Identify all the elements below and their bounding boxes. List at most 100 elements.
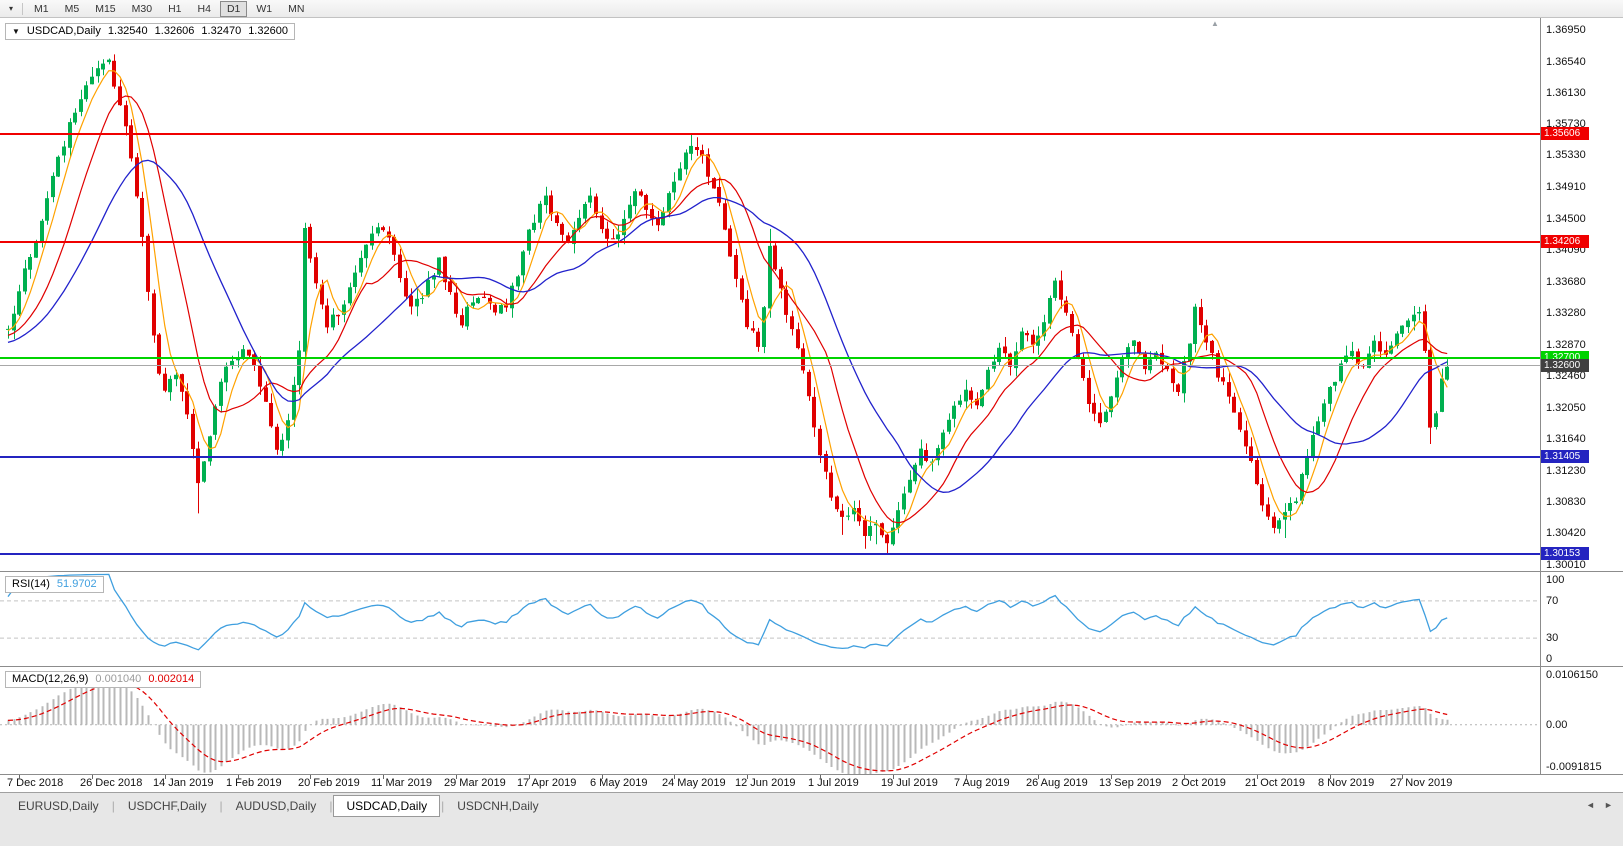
hline-support-5[interactable] <box>0 553 1540 555</box>
chart-collapse-icon[interactable]: ▼ <box>12 26 20 36</box>
ohlc-low: 1.32470 <box>201 25 242 37</box>
date-axis-label: 24 May 2019 <box>662 777 726 789</box>
date-axis-tick <box>456 775 457 779</box>
macd-scale-label: 0.0106150 <box>1546 669 1598 681</box>
hline-resistance-2[interactable] <box>0 241 1540 243</box>
date-axis-label: 8 Nov 2019 <box>1318 777 1375 789</box>
date-axis-label: 20 Feb 2019 <box>298 777 360 789</box>
timeframe-m1-button[interactable]: M1 <box>34 2 49 15</box>
date-axis-tick <box>238 775 239 779</box>
date-axis-tick <box>966 775 967 779</box>
ma-mid-line <box>7 95 1448 524</box>
symbol-title: USDCAD,Daily <box>26 25 101 37</box>
timeframe-buttons-group: M1 M5 M15 M30 H1 H4 D1 W1 MN <box>27 0 311 17</box>
price-chart-svg[interactable] <box>0 18 1540 571</box>
date-axis-tick <box>893 775 894 779</box>
rsi-value: 51.9702 <box>56 578 97 590</box>
tab-usdcnh[interactable]: USDCNH,Daily <box>457 799 539 813</box>
price-axis-label: 1.30830 <box>1546 495 1586 508</box>
macd-svg[interactable] <box>0 668 1540 774</box>
price-axis-label: 1.32460 <box>1546 370 1586 383</box>
tab-separator: | <box>111 799 115 813</box>
date-axis-label: 6 May 2019 <box>590 777 648 789</box>
rsi-name: RSI(14) <box>12 578 50 590</box>
hline-resistance-1[interactable] <box>0 133 1540 135</box>
ohlc-high: 1.32606 <box>154 25 195 37</box>
timeframe-w1-button[interactable]: W1 <box>256 2 273 15</box>
date-axis-label: 13 Sep 2019 <box>1099 777 1162 789</box>
price-axis-label: 1.32870 <box>1546 338 1586 351</box>
hline-support-4[interactable] <box>0 456 1540 458</box>
price-axis-label: 1.35330 <box>1546 148 1586 161</box>
price-axis-label: 1.30420 <box>1546 527 1586 540</box>
macd-canvas[interactable] <box>0 668 1540 774</box>
chart-title: ▼ USDCAD,Daily 1.32540 1.32606 1.32470 1… <box>5 23 295 40</box>
date-axis-tick <box>19 775 20 779</box>
main-chart-canvas[interactable] <box>0 18 1540 571</box>
toolbar-separator <box>22 2 24 15</box>
date-axis-label: 21 Oct 2019 <box>1245 777 1305 789</box>
price-tag-level: 1.30153 <box>1541 547 1589 560</box>
rsi-scale-label: 70 <box>1546 594 1559 607</box>
chart-shift-marker[interactable]: ▲ <box>1211 19 1219 28</box>
date-axis-label: 14 Jan 2019 <box>153 777 214 789</box>
rsi-scale-label: 0 <box>1546 653 1553 665</box>
timeframe-h1-button[interactable]: H1 <box>168 2 182 15</box>
rsi-canvas[interactable] <box>0 573 1540 666</box>
price-axis-label: 1.34500 <box>1546 212 1586 225</box>
tab-scroll-left-button[interactable]: ◄ <box>1586 800 1595 810</box>
tab-separator: | <box>441 799 445 813</box>
panel-splitter[interactable] <box>0 666 1623 667</box>
candles-layer <box>6 54 1449 554</box>
chart-tab-bar: EURUSD,Daily | USDCHF,Daily | AUDUSD,Daily | U… <box>0 792 1623 846</box>
price-axis-label: 1.31640 <box>1546 433 1586 446</box>
timeframe-toolbar: ▾ M1 M5 M15 M30 H1 H4 D1 W1 MN <box>0 0 1623 18</box>
current-price-tag: 1.32600 <box>1541 359 1589 372</box>
price-axis-label: 1.36540 <box>1546 55 1586 68</box>
current-price-line <box>0 365 1540 366</box>
timeframe-m5-button[interactable]: M5 <box>64 2 80 15</box>
macd-name: MACD(12,26,9) <box>12 673 89 685</box>
rsi-line <box>7 573 1448 651</box>
date-axis-label: 17 Apr 2019 <box>517 777 577 789</box>
chevron-down-icon[interactable]: ▾ <box>9 4 14 13</box>
panel-splitter[interactable] <box>0 571 1623 572</box>
price-axis-label: 1.32050 <box>1546 401 1586 414</box>
tab-separator: | <box>219 799 223 813</box>
tab-eurusd[interactable]: EURUSD,Daily <box>18 799 99 813</box>
date-axis-label: 2 Oct 2019 <box>1172 777 1226 789</box>
date-axis-label: 1 Feb 2019 <box>226 777 282 789</box>
price-tag-level: 1.34206 <box>1541 235 1589 248</box>
timeframe-d1-button[interactable]: D1 <box>219 0 248 17</box>
tab-usdcad[interactable]: USDCAD,Daily <box>333 795 441 817</box>
timeframe-h4-button[interactable]: H4 <box>197 2 211 15</box>
date-axis-tick <box>383 775 384 779</box>
date-axis-label: 19 Jul 2019 <box>881 777 938 789</box>
macd-signal-line <box>7 682 1448 772</box>
macd-scale-label: -0.0091815 <box>1546 761 1602 773</box>
macd-scale-label: 0.00 <box>1546 718 1568 731</box>
price-scale-separator[interactable] <box>1540 18 1541 774</box>
tab-audusd[interactable]: AUDUSD,Daily <box>235 799 317 813</box>
date-axis-tick <box>820 775 821 779</box>
date-axis-label: 7 Aug 2019 <box>954 777 1010 789</box>
date-axis-label: 12 Jun 2019 <box>735 777 796 789</box>
date-axis-label: 27 Nov 2019 <box>1390 777 1453 789</box>
tab-separator: | <box>329 799 333 813</box>
price-axis-label: 1.36950 <box>1546 24 1586 36</box>
date-axis-tick <box>747 775 748 779</box>
date-axis-tick <box>1257 775 1258 779</box>
date-axis-tick <box>602 775 603 779</box>
chart-tabs-row: EURUSD,Daily | USDCHF,Daily | AUDUSD,Daily | U… <box>0 793 1623 819</box>
date-axis-tick <box>674 775 675 779</box>
date-axis-label: 26 Aug 2019 <box>1026 777 1088 789</box>
rsi-scale-label: 30 <box>1546 632 1559 645</box>
tab-usdchf[interactable]: USDCHF,Daily <box>127 799 207 813</box>
hline-pivot-3[interactable] <box>0 357 1540 359</box>
rsi-svg[interactable] <box>0 573 1540 666</box>
tab-scroll-right-button[interactable]: ► <box>1604 800 1613 810</box>
timeframe-m15-button[interactable]: M15 <box>95 2 116 15</box>
timeframe-m30-button[interactable]: M30 <box>131 2 153 15</box>
timeframe-mn-button[interactable]: MN <box>288 2 305 15</box>
price-tag-level: 1.35606 <box>1541 127 1589 140</box>
